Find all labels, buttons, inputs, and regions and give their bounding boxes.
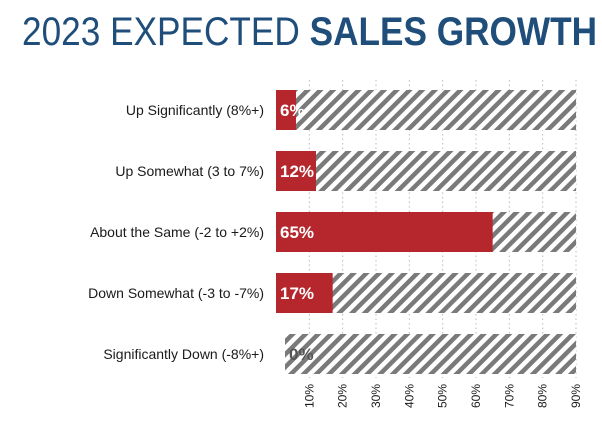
tick-label: 90% [569, 384, 583, 408]
labels: Up Significantly (8%+) 6% Up Somewhat (3 t… [88, 101, 314, 364]
chart-title: 2023 EXPECTED SALES GROWTH [22, 10, 597, 55]
value-label: 65% [280, 223, 314, 242]
tick-label: 80% [536, 384, 550, 408]
tick-label: 10% [302, 384, 316, 408]
tick-label: 50% [436, 384, 450, 408]
chart-title-light: 2023 EXPECTED [22, 10, 310, 54]
bar [276, 212, 493, 252]
category-label: Significantly Down (-8%+) [103, 346, 264, 362]
value-label: 12% [280, 162, 314, 181]
category-label: Up Significantly (8%+) [126, 102, 264, 118]
category-label: About the Same (-2 to +2%) [90, 224, 264, 240]
bar [276, 90, 296, 130]
tick-label: 40% [402, 384, 416, 408]
tick-label: 70% [502, 384, 516, 408]
tick-label: 30% [369, 384, 383, 408]
bars [276, 90, 576, 374]
value-label: 0% [289, 345, 314, 364]
bar-background [276, 151, 576, 191]
category-label: Down Somewhat (-3 to -7%) [88, 285, 264, 301]
chart-title-bold: SALES GROWTH [309, 10, 598, 54]
bar [276, 151, 316, 191]
bar-background [276, 90, 576, 130]
bar [276, 273, 333, 313]
value-label: 6% [280, 101, 305, 120]
category-label: Up Somewhat (3 to 7%) [115, 163, 264, 179]
tick-label: 60% [469, 384, 483, 408]
tick-label: 20% [336, 384, 350, 408]
x-axis-ticks: 10% 20% 30% 40% 50% 60% 70% 80% 90% [302, 384, 583, 408]
bar-background [285, 334, 576, 374]
value-label: 17% [280, 284, 314, 303]
